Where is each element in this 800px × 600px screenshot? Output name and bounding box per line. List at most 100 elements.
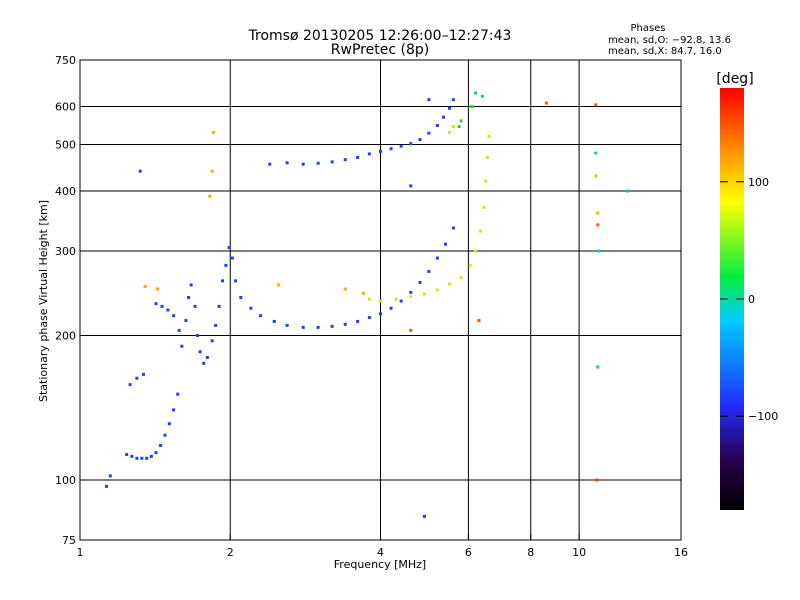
data-point: [301, 325, 305, 329]
y-tick-label: 500: [55, 139, 76, 152]
data-point: [399, 144, 403, 148]
data-point: [189, 283, 193, 287]
data-point: [172, 314, 176, 318]
data-point: [477, 318, 481, 322]
data-point: [409, 142, 413, 146]
data-point: [160, 304, 164, 308]
data-point: [356, 319, 360, 323]
data-point: [180, 344, 184, 348]
data-point: [451, 226, 455, 230]
data-point: [167, 422, 171, 426]
y-tick-label: 600: [55, 101, 76, 114]
data-point: [259, 314, 263, 318]
data-point: [156, 287, 160, 291]
data-point: [227, 246, 231, 250]
data-point: [418, 138, 422, 142]
data-point: [596, 223, 600, 227]
data-point: [435, 288, 439, 292]
data-point: [316, 325, 320, 329]
data-point: [473, 91, 477, 95]
data-point: [435, 123, 439, 127]
data-point: [211, 130, 215, 134]
data-point: [343, 158, 347, 162]
data-point: [166, 308, 170, 312]
data-point: [108, 474, 112, 478]
x-tick-label: 1: [77, 546, 84, 559]
data-point: [379, 149, 382, 153]
x-tick-label: 10: [572, 546, 586, 559]
data-point: [221, 279, 225, 283]
y-tick-label: 750: [55, 54, 76, 67]
data-point: [135, 376, 139, 380]
data-point: [177, 328, 181, 332]
x-axis-label: Frequency [MHz]: [334, 558, 426, 571]
info-line-o: mean, sd,O: −92.8, 13.6: [608, 35, 731, 46]
data-point: [268, 162, 272, 166]
data-point: [145, 456, 149, 460]
data-point: [154, 451, 158, 455]
data-point: [459, 276, 463, 280]
data-point: [141, 372, 145, 376]
data-point: [409, 295, 413, 299]
data-point: [442, 115, 446, 119]
data-point: [316, 161, 320, 165]
y-tick-label: 400: [55, 185, 76, 198]
data-point: [208, 194, 212, 198]
data-point: [367, 316, 371, 320]
data-point: [394, 297, 398, 301]
y-tick-label: 300: [55, 245, 76, 258]
data-point: [239, 296, 243, 300]
data-point: [479, 229, 483, 233]
data-point: [422, 292, 426, 296]
colorbar-tick-label: 100: [748, 176, 769, 189]
data-point: [409, 290, 413, 294]
data-point: [594, 103, 598, 107]
info-line-x: mean, sd,X: 84.7, 16.0: [608, 46, 722, 57]
data-point: [595, 478, 599, 482]
data-point: [482, 205, 486, 209]
data-point: [596, 365, 600, 369]
data-point: [184, 318, 188, 322]
data-point: [468, 263, 472, 267]
data-point: [163, 433, 167, 437]
data-point: [597, 249, 601, 253]
data-point: [594, 174, 598, 178]
data-point: [249, 306, 253, 310]
data-point: [389, 147, 393, 151]
y-tick-label: 100: [55, 474, 76, 487]
colorbar-tick-label: 0: [748, 293, 755, 306]
data-point: [448, 106, 452, 110]
data-point: [301, 162, 305, 166]
data-point: [230, 256, 234, 260]
data-point: [140, 456, 144, 460]
data-point: [130, 454, 134, 458]
data-point: [159, 444, 163, 448]
data-point: [224, 263, 228, 267]
data-point: [485, 155, 489, 159]
y-tick-label: 75: [62, 534, 76, 547]
data-point: [409, 184, 413, 188]
plot-area: 1 2 4 6 8 10 16 75 100 200 300 400 500 600 750: [55, 54, 688, 559]
data-point: [330, 160, 334, 164]
data-point: [202, 361, 206, 365]
data-point: [367, 152, 371, 156]
x-tick-label: 4: [377, 546, 384, 559]
data-point: [427, 269, 431, 273]
data-point: [427, 131, 431, 135]
data-point: [154, 302, 158, 306]
data-point: [272, 319, 276, 323]
data-point: [544, 101, 548, 105]
data-point: [444, 242, 448, 246]
data-point: [135, 456, 139, 460]
data-point: [128, 383, 132, 387]
colorbar-ticks: 100 0 −100: [720, 176, 778, 423]
info-header: Phases: [630, 23, 665, 34]
data-point: [343, 322, 347, 326]
data-point: [234, 279, 238, 283]
data-point: [459, 119, 463, 123]
data-point: [399, 299, 403, 303]
data-point: [448, 282, 452, 286]
data-point: [367, 297, 371, 301]
data-point: [343, 287, 347, 291]
